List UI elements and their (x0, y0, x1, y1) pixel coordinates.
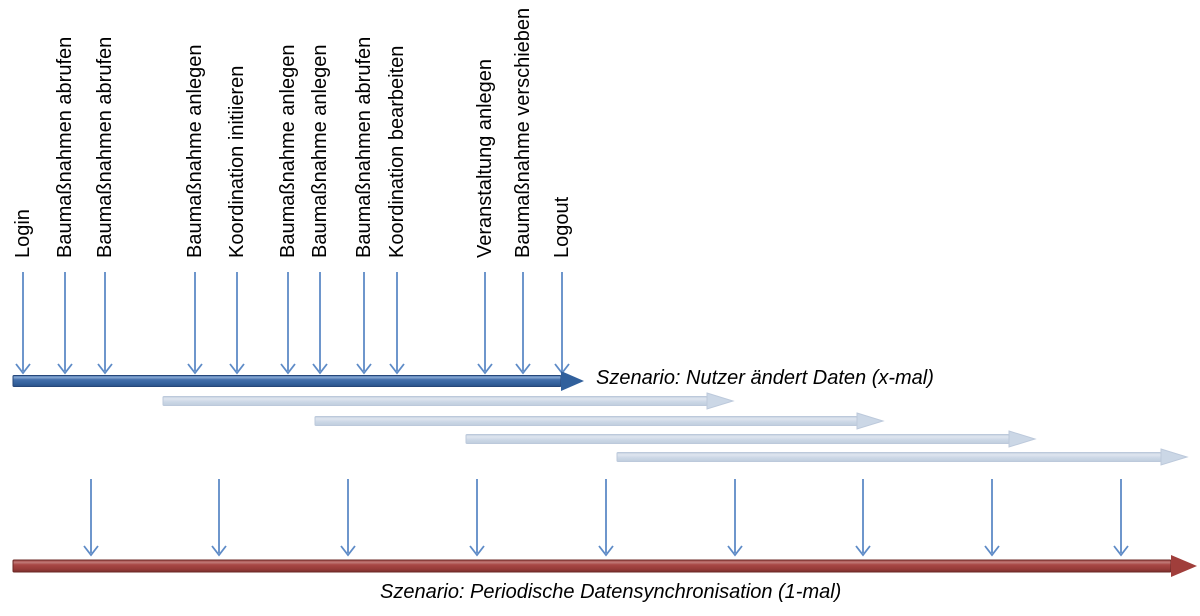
user-scenario-caption: Szenario: Nutzer ändert Daten (x-mal) (596, 367, 934, 389)
sync-tick-arrow-head (469, 545, 485, 557)
sync-tick-arrow-head (984, 545, 1000, 557)
event-arrow-head (15, 363, 31, 375)
repeat-arrow-bar (616, 452, 1162, 462)
sync-scenario-caption: Szenario: Periodische Datensynchronisati… (380, 581, 842, 603)
event-arrow-head (389, 363, 405, 375)
sync-tick-arrow-head (1113, 545, 1129, 557)
repeat-arrow-head (1008, 430, 1037, 448)
repeat-arrow-head (856, 412, 885, 430)
user-timeline-arrow-bar (12, 375, 562, 387)
user-timeline-arrow-head (561, 371, 584, 391)
sync-tick-arrow-head (340, 545, 356, 557)
event-arrow-head (97, 363, 113, 375)
repeat-arrow-bar (314, 416, 858, 426)
event-arrow-head (356, 363, 372, 375)
sync-tick-arrow-head (598, 545, 614, 557)
sync-tick-arrow-head (727, 545, 743, 557)
sync-tick-arrow-head (855, 545, 871, 557)
event-arrow-head (57, 363, 73, 375)
sync-timeline-arrow-bar (12, 559, 1172, 573)
event-arrow-head (515, 363, 531, 375)
repeat-arrow-bar (162, 396, 708, 406)
event-arrow-head (477, 363, 493, 375)
repeat-arrow-head (1160, 448, 1189, 466)
event-arrow-head (280, 363, 296, 375)
repeat-arrow-bar (465, 434, 1010, 444)
sync-tick-arrow-head (211, 545, 227, 557)
sync-timeline-arrow-head (1171, 555, 1197, 577)
event-arrow-head (312, 363, 328, 375)
repeat-arrow-head (706, 392, 735, 410)
event-arrow-head (187, 363, 203, 375)
sync-tick-arrow-head (83, 545, 99, 557)
event-arrow-head (229, 363, 245, 375)
